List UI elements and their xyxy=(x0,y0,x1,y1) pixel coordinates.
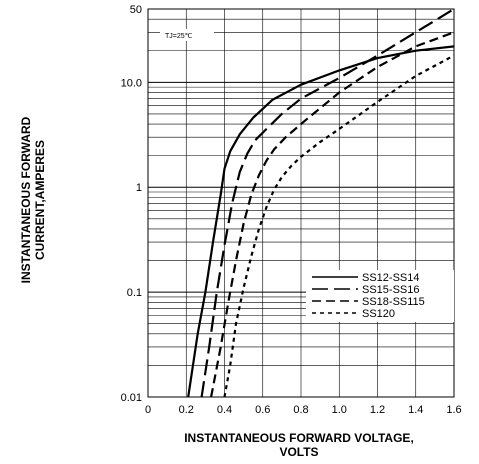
y-tick-label: 0.01 xyxy=(121,392,142,404)
series-line xyxy=(210,31,455,398)
legend-label: SS15-SS16 xyxy=(362,284,419,296)
plot-frame xyxy=(147,8,455,398)
plot-grid xyxy=(147,8,455,398)
x-tick-label: 0.4 xyxy=(217,404,232,416)
legend-label: SS120 xyxy=(362,308,395,320)
y-tick-label: 50 xyxy=(130,4,142,16)
series-line xyxy=(200,8,455,398)
y-axis-label: INSTANTANEOUS FORWARDCURRENT,AMPERES xyxy=(19,116,47,283)
x-tick-label: 1.6 xyxy=(446,404,461,416)
x-axis-ticks: 0 0.2 0.4 0.6 0.8 1.0 1.2 1.4 1.6 xyxy=(145,404,462,416)
y-axis-label-line: CURRENT,AMPERES xyxy=(33,140,47,260)
annotation-text: TJ=25℃ xyxy=(165,33,193,40)
series-lines xyxy=(187,8,455,398)
x-axis-label-line: VOLTS xyxy=(279,445,318,459)
y-tick-label: 0.1 xyxy=(127,287,142,299)
y-tick-label: 1 xyxy=(136,182,142,194)
legend-label: SS18-SS115 xyxy=(362,296,425,308)
y-tick-label: 10.0 xyxy=(121,77,142,89)
legend-label: SS12-SS14 xyxy=(362,272,419,284)
temperature-annotation: TJ=25℃ xyxy=(160,29,214,41)
x-tick-label: 0 xyxy=(145,404,151,416)
x-tick-label: 0.2 xyxy=(179,404,194,416)
x-tick-label: 0.6 xyxy=(255,404,270,416)
x-tick-label: 1.2 xyxy=(370,404,385,416)
x-tick-label: 0.8 xyxy=(293,404,308,416)
x-tick-label: 1.4 xyxy=(408,404,423,416)
x-axis-label-line: INSTANTANEOUS FORWARD VOLTAGE, xyxy=(184,431,414,445)
x-axis-label: INSTANTANEOUS FORWARD VOLTAGE, VOLTS xyxy=(184,431,414,459)
y-axis-ticks: 0.01 0.1 1 10.0 50 xyxy=(121,4,142,404)
y-axis-label-line: INSTANTANEOUS FORWARD xyxy=(19,116,33,283)
annotation-background xyxy=(160,29,214,41)
x-tick-label: 1.0 xyxy=(332,404,347,416)
